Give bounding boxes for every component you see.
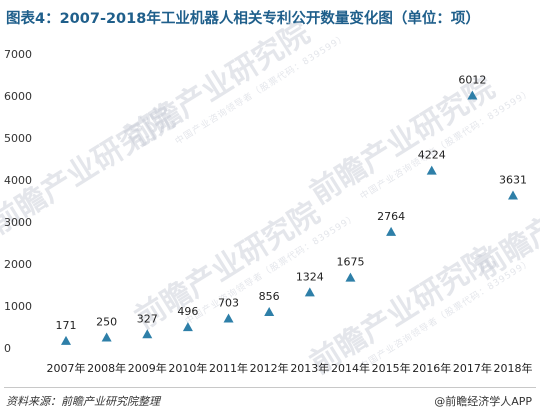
source-note: 资料来源：前瞻产业研究院整理	[6, 395, 160, 408]
footer-divider	[4, 387, 536, 388]
data-value-label: 4224	[418, 149, 446, 162]
x-tick-label: 2007年	[47, 361, 86, 375]
x-tick-label: 2008年	[87, 361, 126, 375]
data-value-label: 2764	[377, 210, 405, 223]
data-value-label: 1675	[336, 256, 364, 269]
brand-credit: @前瞻经济学人APP	[434, 395, 532, 408]
y-tick-label: 2000	[4, 258, 32, 271]
data-value-label: 6012	[458, 73, 486, 86]
data-value-label: 496	[177, 305, 198, 318]
y-tick-label: 0	[4, 342, 11, 355]
data-value-label: 703	[218, 296, 239, 309]
x-tick-label: 2009年	[128, 361, 167, 375]
data-point-marker	[508, 190, 518, 200]
x-tick-label: 2013年	[290, 361, 329, 375]
y-axis: 0 1000 2000 3000 4000 5000 6000 7000	[4, 48, 32, 355]
data-point-marker	[182, 322, 193, 332]
x-axis: 2007年 2008年 2009年 2010年 2011年 2012年 2013年 2014年…	[47, 361, 533, 375]
data-point-marker	[426, 165, 437, 175]
data-point-marker	[304, 287, 315, 297]
data-value-label: 171	[56, 319, 77, 332]
x-tick-label: 2012年	[250, 361, 289, 375]
data-point-marker	[101, 332, 112, 342]
data-labels: 171 250 327 496 703 856 1324 1675 2764 4224 6012 36…	[56, 73, 528, 331]
x-tick-label: 2016年	[412, 361, 451, 375]
y-tick-label: 6000	[4, 90, 32, 103]
x-tick-label: 2014年	[331, 361, 370, 375]
data-point-marker	[61, 335, 71, 345]
data-point-marker	[223, 313, 234, 323]
x-tick-label: 2010年	[168, 361, 207, 375]
x-tick-label: 2011年	[209, 361, 248, 375]
data-point-marker	[345, 272, 356, 282]
y-tick-label: 3000	[4, 216, 32, 229]
data-point-marker	[142, 329, 153, 339]
data-point-marker	[386, 226, 397, 236]
data-marks	[61, 90, 518, 345]
x-tick-label: 2015年	[372, 361, 411, 375]
data-value-label: 250	[96, 316, 117, 329]
x-tick-label: 2017年	[453, 361, 492, 375]
y-tick-label: 1000	[4, 300, 32, 313]
data-point-marker	[264, 307, 275, 317]
data-value-label: 1324	[296, 270, 324, 283]
y-tick-label: 5000	[4, 132, 32, 145]
data-value-label: 327	[137, 312, 158, 325]
x-tick-label: 2018年	[494, 361, 533, 375]
chart-title: 图表4：2007-2018年工业机器人相关专利公开数量变化图（单位：项）	[6, 11, 480, 27]
data-point-marker	[467, 90, 478, 100]
data-value-label: 856	[259, 290, 280, 303]
y-tick-label: 7000	[4, 48, 32, 61]
y-tick-label: 4000	[4, 174, 32, 187]
data-value-label: 3631	[499, 173, 527, 186]
